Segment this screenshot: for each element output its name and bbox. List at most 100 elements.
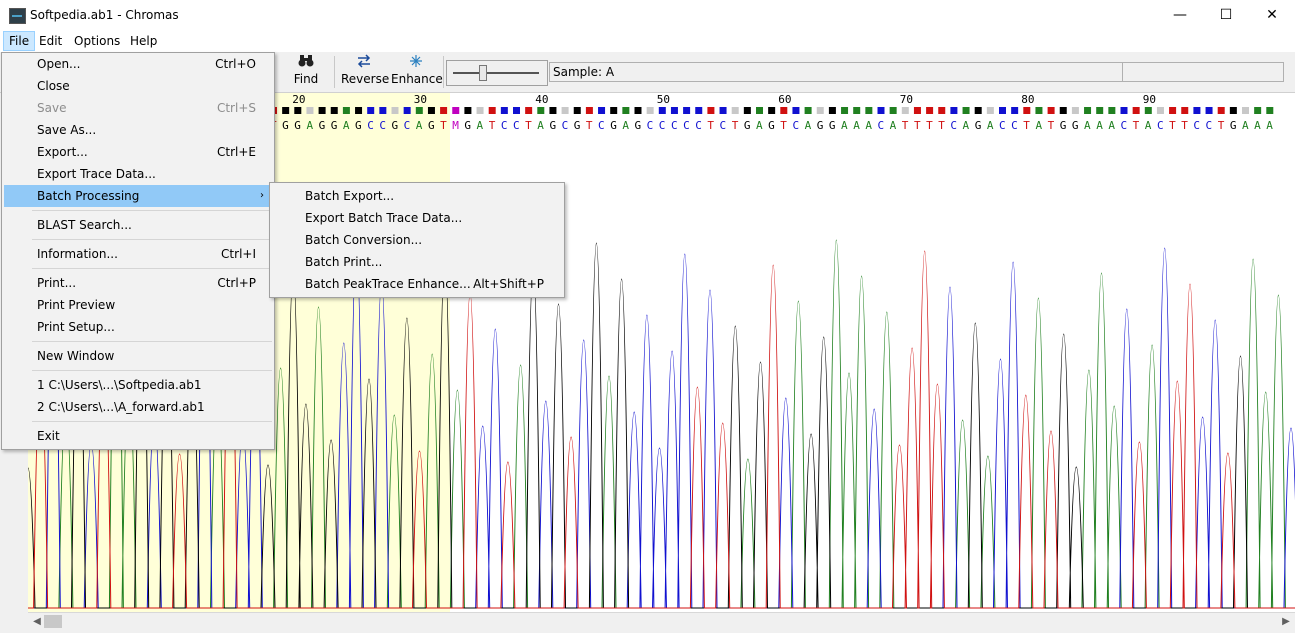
menu-item-batch-processing[interactable]: Batch Processing ›: [4, 185, 272, 207]
base-call: A: [987, 119, 994, 132]
quality-square: [342, 107, 350, 114]
base-call: C: [562, 119, 569, 132]
reverse-button[interactable]: Reverse: [341, 54, 389, 90]
base-call: A: [756, 119, 763, 132]
find-button[interactable]: Find: [286, 54, 326, 90]
quality-square: [1011, 107, 1019, 114]
menu-file[interactable]: File: [3, 31, 36, 51]
position-tick-label: 90: [1143, 93, 1156, 106]
quality-square: [792, 107, 800, 114]
base-call: A: [622, 119, 629, 132]
base-call: G: [768, 119, 775, 132]
quality-square: [427, 107, 435, 114]
menu-help[interactable]: Help: [130, 34, 158, 48]
quality-square: [865, 107, 873, 114]
base-call: A: [865, 119, 872, 132]
base-call: A: [306, 119, 313, 132]
submenu-item-batch-conversion[interactable]: Batch Conversion...: [305, 233, 423, 247]
submenu-item-batch-export[interactable]: Batch Export...: [305, 189, 395, 203]
quality-square: [500, 107, 508, 114]
quality-square: [1156, 107, 1164, 114]
menu-item-exit[interactable]: Exit: [37, 429, 60, 443]
quality-square: [367, 107, 375, 114]
menu-item-print[interactable]: Print... Ctrl+P: [37, 276, 256, 290]
base-calls: TGGAGGAGCCGCAGTMGATCCTAGCGTCGAGCCCCCTCTG…: [270, 119, 1273, 132]
base-call: G: [294, 119, 301, 132]
close-button[interactable]: ✕: [1249, 0, 1295, 30]
quality-square: [877, 107, 885, 114]
base-call: G: [1230, 119, 1237, 132]
base-call: A: [1145, 119, 1152, 132]
quality-square: [768, 107, 776, 114]
file-menu-dropdown: Open... Ctrl+O Close Save Ctrl+S Save As..…: [1, 52, 275, 450]
base-call: G: [1060, 119, 1067, 132]
base-call: C: [999, 119, 1006, 132]
quality-square: [573, 107, 581, 114]
quality-square: [962, 107, 970, 114]
reverse-arrows-icon: [341, 54, 387, 72]
toolbar-separator: [334, 56, 335, 88]
menu-item-print-setup[interactable]: Print Setup...: [37, 320, 115, 334]
menu-item-close[interactable]: Close: [37, 79, 70, 93]
quality-square: [1242, 107, 1249, 114]
submenu-item-batch-peaktrace-enhance[interactable]: Batch PeakTrace Enhance... Alt+Shift+P: [305, 277, 544, 291]
menu-separator: [32, 268, 272, 269]
horizontal-scrollbar[interactable]: ◀ ▶: [28, 612, 1295, 631]
menu-item-new-window[interactable]: New Window: [37, 349, 115, 363]
scroll-right-arrow-icon[interactable]: ▶: [1282, 616, 1290, 627]
quality-square: [379, 107, 387, 114]
menu-item-recent-file-2[interactable]: 2 C:\Users\...\A_forward.ab1: [37, 400, 205, 414]
scroll-left-arrow-icon[interactable]: ◀: [33, 616, 41, 627]
quality-square: [926, 107, 934, 114]
quality-square: [403, 107, 411, 114]
base-call: A: [1242, 119, 1249, 132]
quality-square: [756, 107, 763, 114]
base-call: G: [635, 119, 642, 132]
quality-square: [853, 107, 861, 114]
base-call: G: [549, 119, 556, 132]
quality-square: [634, 107, 642, 114]
quality-square: [1217, 107, 1225, 114]
menu-item-blast-search[interactable]: BLAST Search...: [37, 218, 132, 232]
base-call: A: [1108, 119, 1115, 132]
quality-square: [464, 107, 472, 114]
quality-square: [731, 107, 739, 114]
menu-item-recent-file-1[interactable]: 1 C:\Users\...\Softpedia.ab1: [37, 378, 202, 392]
base-call: G: [817, 119, 824, 132]
quality-square: [1035, 107, 1043, 114]
quality-square: [610, 107, 618, 114]
quality-square: [1047, 107, 1055, 114]
base-call: G: [319, 119, 326, 132]
quality-square: [780, 107, 788, 114]
base-call: T: [926, 119, 933, 132]
base-call: G: [744, 119, 751, 132]
submenu-item-export-batch-trace-data[interactable]: Export Batch Trace Data...: [305, 211, 463, 225]
submenu-item-batch-print[interactable]: Batch Print...: [305, 255, 383, 269]
binoculars-icon: [286, 54, 326, 72]
menu-edit[interactable]: Edit: [39, 34, 63, 48]
chromas-app-icon: [9, 8, 26, 24]
maximize-button[interactable]: ☐: [1203, 0, 1249, 30]
quality-square: [707, 107, 715, 114]
menu-item-save[interactable]: Save Ctrl+S: [37, 101, 256, 115]
base-call: C: [950, 119, 957, 132]
scroll-thumb[interactable]: [44, 615, 62, 628]
menu-item-open[interactable]: Open... Ctrl+O: [37, 57, 256, 71]
menu-item-information[interactable]: Information... Ctrl+I: [37, 247, 256, 261]
quality-square: [913, 107, 921, 114]
menu-item-print-preview[interactable]: Print Preview: [37, 298, 116, 312]
minimize-button[interactable]: —: [1157, 0, 1203, 30]
base-call: M: [452, 119, 459, 132]
menu-item-export-trace-data[interactable]: Export Trace Data...: [37, 167, 156, 181]
base-call: G: [355, 119, 362, 132]
base-call: C: [513, 119, 520, 132]
menu-item-save-as[interactable]: Save As...: [37, 123, 97, 137]
enhance-button[interactable]: Enhance: [391, 54, 443, 90]
status-field: [1122, 62, 1284, 82]
menu-item-export[interactable]: Export... Ctrl+E: [37, 145, 256, 159]
menu-options[interactable]: Options: [74, 34, 121, 48]
toolbar-separator: [443, 56, 444, 88]
zoom-slider[interactable]: [446, 60, 548, 86]
slider-thumb[interactable]: [479, 65, 487, 81]
quality-square: [561, 107, 569, 114]
